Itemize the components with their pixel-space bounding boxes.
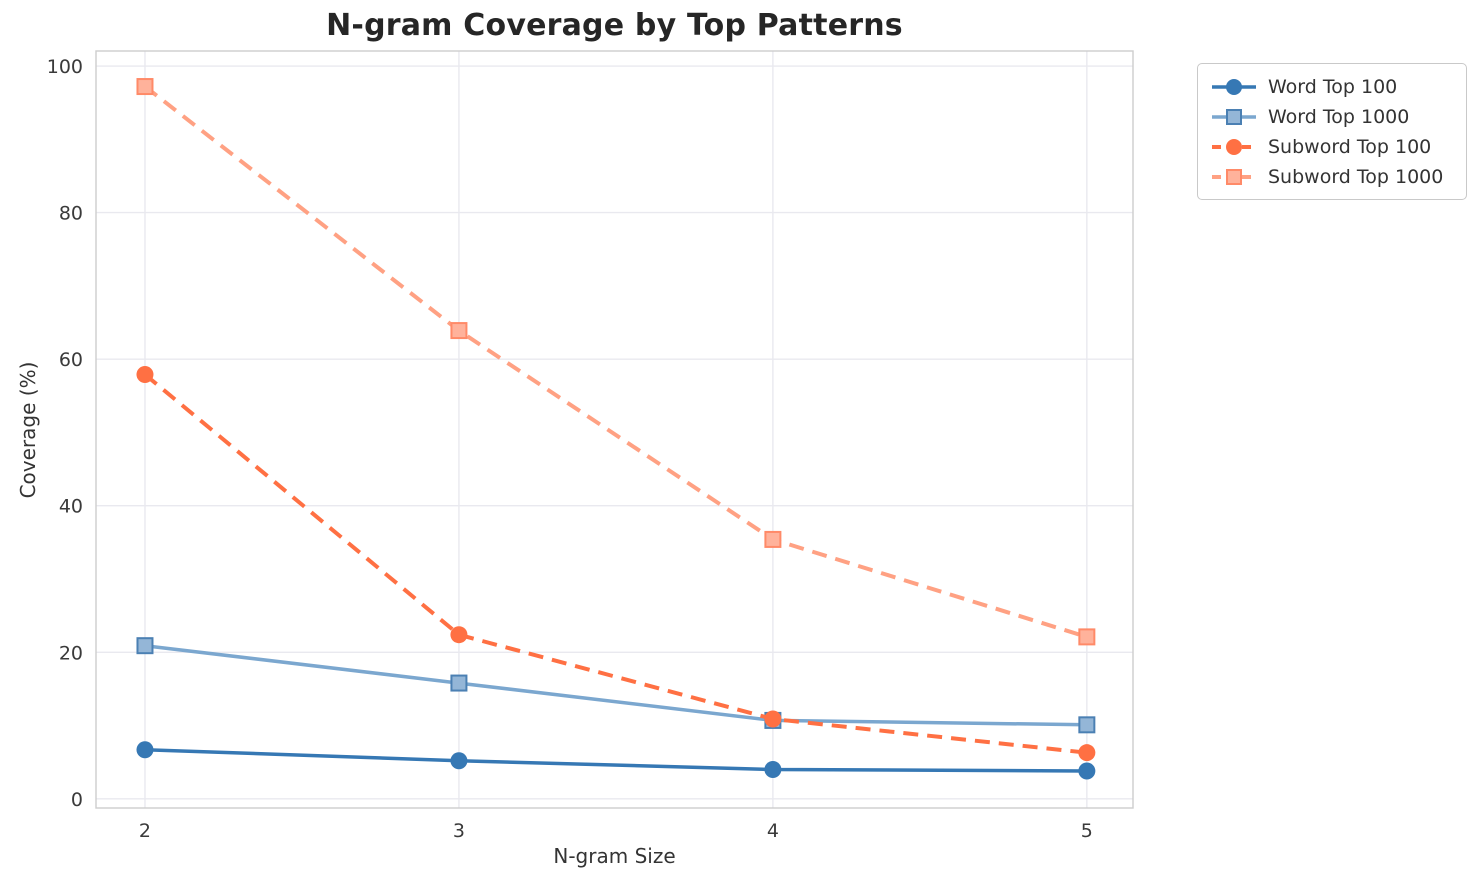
marker-word-top-100 (450, 752, 468, 770)
y-tick-label: 100 (47, 56, 83, 78)
x-axis-label: N-gram Size (553, 844, 676, 868)
legend-label: Word Top 1000 (1268, 105, 1410, 128)
marker-word-top-100 (136, 741, 154, 759)
y-axis-label: Coverage (%) (16, 361, 40, 499)
series-markers-subword-top-1000 (136, 78, 1096, 646)
tick-labels: 0 20 40 60 80 100 2 3 4 5 (47, 56, 1093, 842)
y-tick-label: 20 (59, 642, 83, 664)
x-tick-label: 3 (453, 820, 465, 842)
legend-label: Word Top 100 (1268, 75, 1398, 98)
chart-title: N-gram Coverage by Top Patterns (326, 8, 903, 43)
marker-subword-top-100 (136, 366, 154, 384)
series-line-subword-top-1000 (143, 84, 1088, 639)
legend-marker-word-top-100 (1212, 78, 1256, 95)
y-tick-label: 0 (71, 789, 83, 811)
series-markers-subword-top-100 (136, 366, 1096, 762)
legend-label: Subword Top 1000 (1268, 165, 1444, 188)
legend-marker-word-top-1000 (1212, 108, 1256, 125)
gridlines (96, 51, 1133, 808)
y-tick-label: 60 (59, 349, 83, 371)
marker-word-top-100 (1078, 762, 1096, 780)
marker-subword-top-100 (450, 626, 468, 644)
legend: Word Top 100 Word Top 1000 Subword Top 100… (1197, 63, 1467, 200)
legend-marker-shape (1226, 78, 1242, 95)
marker-subword-top-1000 (764, 530, 782, 548)
series-line-subword-top-100 (143, 372, 1088, 755)
marker-subword-top-100 (764, 710, 782, 728)
marker-word-top-1000 (450, 674, 468, 692)
x-tick-label: 5 (1081, 820, 1093, 842)
legend-item-subword-top-1000: Subword Top 1000 (1210, 163, 1454, 190)
marker-subword-top-100 (1078, 744, 1096, 762)
legend-marker-subword-top-1000 (1212, 168, 1256, 185)
legend-item-word-top-1000: Word Top 1000 (1210, 103, 1454, 130)
series-line-word-top-1000 (144, 643, 1087, 727)
y-tick-label: 80 (59, 203, 83, 225)
marker-word-top-1000 (1078, 716, 1096, 734)
legend-item-word-top-100: Word Top 100 (1210, 73, 1454, 100)
marker-subword-top-1000 (136, 78, 154, 96)
marker-word-top-1000 (136, 637, 154, 655)
plot-border (95, 50, 1134, 809)
legend-label: Subword Top 100 (1268, 135, 1432, 158)
marker-subword-top-1000 (450, 322, 468, 340)
legend-marker-shape (1226, 138, 1242, 155)
marker-subword-top-1000 (1078, 628, 1096, 646)
marker-word-top-100 (764, 761, 782, 779)
series-line-word-top-100 (144, 747, 1087, 773)
legend-marker-shape (1226, 108, 1242, 125)
legend-marker-shape (1226, 168, 1242, 185)
x-tick-label: 2 (139, 820, 151, 842)
legend-marker-subword-top-100 (1212, 138, 1256, 155)
legend-item-subword-top-100: Subword Top 100 (1210, 133, 1454, 160)
y-tick-label: 40 (59, 496, 83, 518)
series-markers-word-top-100 (136, 741, 1096, 780)
x-tick-label: 4 (767, 820, 779, 842)
